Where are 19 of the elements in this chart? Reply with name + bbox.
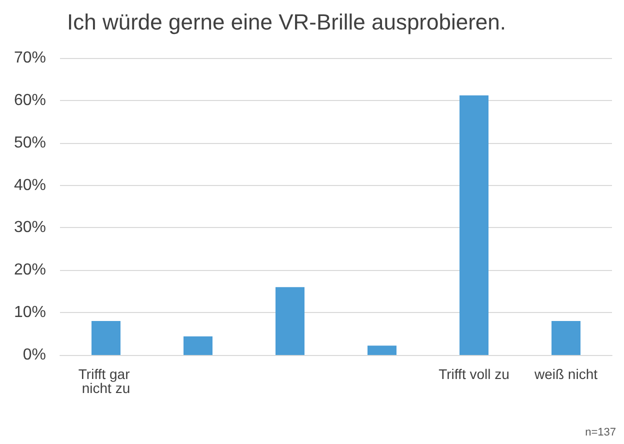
bar (276, 287, 304, 355)
y-tick-label: 0% (22, 346, 46, 364)
x-tick-label: Trifft gar nicht zu (78, 366, 134, 396)
y-tick-label: 10% (14, 304, 46, 322)
bar (184, 336, 212, 355)
y-tick-label: 70% (14, 50, 46, 66)
y-tick-label: 20% (14, 262, 46, 279)
bar (92, 321, 120, 355)
y-tick-label: 40% (14, 176, 46, 194)
text: n=137 (585, 426, 616, 438)
bar (368, 346, 396, 355)
bar (552, 321, 580, 355)
x-tick-label: weiß nicht (533, 366, 598, 382)
y-tick-label: 50% (14, 134, 46, 152)
y-tick-label: 60% (14, 92, 46, 109)
bar (460, 95, 488, 355)
chart-title: Ich würde gerne eine VR-Brille ausprobieren. (67, 10, 506, 34)
y-tick-label: 30% (14, 219, 46, 236)
x-tick-label: Trifft voll zu (438, 366, 510, 382)
